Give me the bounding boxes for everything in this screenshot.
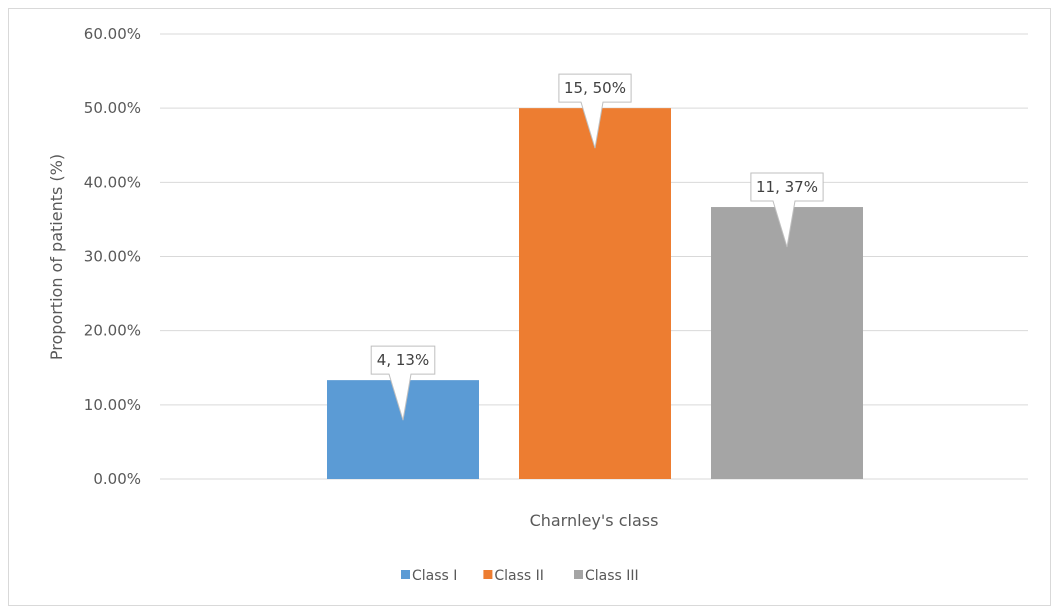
legend: Class I Class II Class III xyxy=(401,568,639,584)
legend-label: Class I xyxy=(412,568,457,584)
y-tick-label: 10.00% xyxy=(84,396,141,414)
legend-label: Class II xyxy=(494,568,544,584)
y-axis-ticks: 0.00% 10.00% 20.00% 30.00% 40.00% 50.00% 60.00… xyxy=(84,25,141,488)
x-axis-label: Charnley's class xyxy=(530,511,659,530)
data-label: 15, 50% xyxy=(564,79,626,97)
data-label-callout xyxy=(750,172,824,248)
y-tick-label: 40.00% xyxy=(84,173,141,191)
bar-class-ii xyxy=(519,108,671,480)
bars xyxy=(327,108,863,480)
data-label: 11, 37% xyxy=(756,178,818,196)
legend-swatch xyxy=(401,570,410,579)
y-axis-label: Proportion of patients (%) xyxy=(47,154,66,360)
y-tick-label: 60.00% xyxy=(84,25,141,43)
data-label: 4, 13% xyxy=(377,351,429,369)
legend-label: Class III xyxy=(585,568,639,584)
y-tick-label: 0.00% xyxy=(93,470,141,488)
y-tick-label: 20.00% xyxy=(84,322,141,340)
y-tick-label: 30.00% xyxy=(84,248,141,266)
data-labels: 4, 13% 15, 50% 11, 37% xyxy=(370,73,824,421)
y-tick-label: 50.00% xyxy=(84,99,141,117)
data-label-callout xyxy=(370,345,436,421)
data-label-callout xyxy=(558,73,632,149)
bar-class-iii xyxy=(711,207,863,480)
legend-swatch xyxy=(483,570,493,579)
legend-swatch xyxy=(574,570,583,579)
